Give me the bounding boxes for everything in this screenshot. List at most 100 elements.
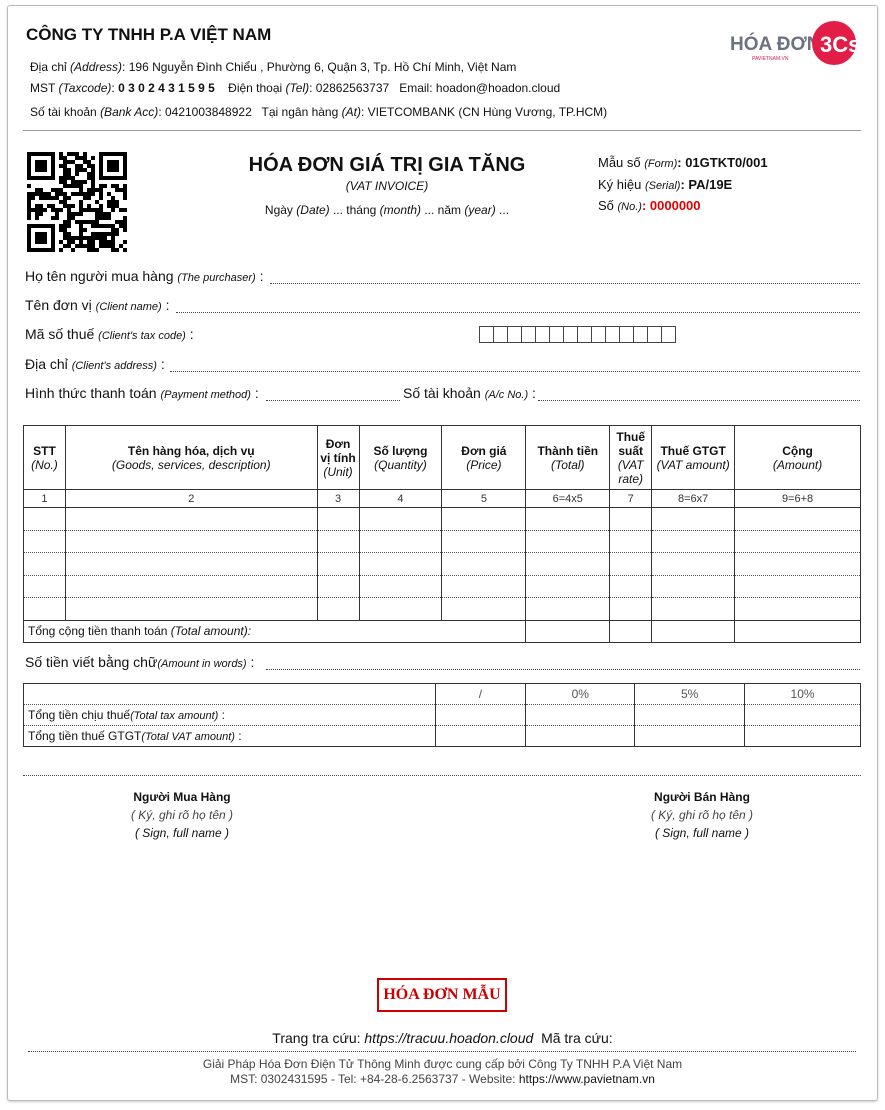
table-cell[interactable] — [651, 530, 736, 554]
taxcode-box[interactable] — [535, 326, 550, 343]
column-header: Đơn vị tính (Unit) — [316, 425, 360, 490]
lookup-link[interactable]: https://tracuu.hoadon.cloud — [364, 1030, 534, 1046]
payment-method-field[interactable] — [266, 400, 400, 401]
table-cell[interactable] — [23, 552, 66, 576]
table-cell[interactable] — [316, 530, 360, 554]
table-cell[interactable] — [651, 552, 736, 576]
invoice-form: Mẫu số (Form): 01GTKT0/001 — [598, 155, 768, 170]
column-header-label: Tên hàng hóa, dịch vụ — [127, 443, 255, 458]
taxcode-box[interactable] — [647, 326, 662, 343]
table-cell[interactable] — [441, 575, 527, 599]
account-label: Số tài khoản (A/c No.) : — [403, 385, 536, 401]
invoice-subtitle: (VAT INVOICE) — [345, 179, 429, 193]
hoadon-logo: HÓA ĐƠN PAVIETNAM.VN 3Cs — [730, 20, 860, 66]
table-cell[interactable] — [609, 530, 653, 554]
table-cell[interactable] — [441, 597, 527, 621]
taxcode-box[interactable] — [577, 326, 592, 343]
column-header-label: Cộng — [782, 443, 813, 458]
table-cell[interactable] — [734, 530, 861, 554]
signature-divider — [23, 775, 861, 776]
taxcode-box[interactable] — [591, 326, 606, 343]
table-cell[interactable] — [358, 507, 443, 531]
table-cell[interactable] — [734, 552, 861, 576]
column-header: Thành tiền (Total) — [525, 425, 611, 490]
client-name-field[interactable] — [176, 312, 860, 313]
table-cell[interactable] — [525, 597, 611, 621]
invoice-number: Số (No.): 0000000 — [598, 198, 701, 213]
table-cell[interactable] — [651, 507, 736, 531]
table-cell[interactable] — [525, 507, 611, 531]
table-cell[interactable] — [316, 575, 360, 599]
table-cell[interactable] — [441, 530, 527, 554]
vat-row: Tổng tiền thuế GTGT(Total VAT amount) : — [24, 725, 861, 747]
table-cell[interactable] — [358, 597, 443, 621]
column-header: Đơn giá (Price) — [441, 425, 527, 490]
seller-contact: MST (Taxcode): 0 3 0 2 4 3 1 5 9 5 Điện … — [30, 81, 561, 95]
payment-method-label: Hình thức thanh toán (Payment method) : — [25, 385, 259, 401]
table-cell[interactable] — [358, 552, 443, 576]
table-cell[interactable] — [525, 552, 611, 576]
taxcode-box[interactable] — [507, 326, 522, 343]
lookup-line: Trang tra cứu: https://tracuu.hoadon.clo… — [272, 1030, 613, 1046]
table-cell[interactable] — [23, 597, 66, 621]
client-taxcode-label: Mã số thuế (Client's tax code) : — [25, 326, 194, 342]
table-cell[interactable] — [64, 575, 318, 599]
taxcode-box[interactable] — [605, 326, 620, 343]
invoice-sheet — [7, 5, 878, 1101]
table-cell[interactable] — [64, 507, 318, 531]
table-cell[interactable] — [651, 575, 736, 599]
table-cell[interactable] — [316, 507, 360, 531]
account-field[interactable] — [538, 400, 860, 401]
taxcode-box[interactable] — [521, 326, 536, 343]
table-cell[interactable] — [441, 507, 527, 531]
table-cell[interactable] — [525, 575, 611, 599]
taxcode-box[interactable] — [661, 326, 676, 343]
taxcode-box[interactable] — [479, 326, 494, 343]
table-cell[interactable] — [64, 530, 318, 554]
taxcode-box[interactable] — [549, 326, 564, 343]
table-cell[interactable] — [358, 530, 443, 554]
table-cell[interactable] — [651, 597, 736, 621]
client-address-field[interactable] — [170, 371, 860, 372]
table-cell[interactable] — [441, 552, 527, 576]
table-cell[interactable] — [64, 597, 318, 621]
table-cell[interactable] — [358, 575, 443, 599]
table-cell[interactable] — [23, 530, 66, 554]
table-cell[interactable] — [316, 552, 360, 576]
taxcode-box[interactable] — [619, 326, 634, 343]
amount-in-words-field[interactable] — [266, 669, 860, 670]
table-cell[interactable] — [734, 575, 861, 599]
column-header-sublabel: (No.) — [31, 457, 58, 472]
purchaser-field[interactable] — [270, 283, 860, 284]
table-cell[interactable] — [525, 530, 611, 554]
table-cell[interactable] — [734, 507, 861, 531]
column-header: Tên hàng hóa, dịch vụ (Goods, services, d… — [64, 425, 318, 490]
table-cell[interactable] — [609, 507, 653, 531]
qr-code — [27, 152, 127, 252]
table-cell[interactable] — [609, 597, 653, 621]
table-cell[interactable] — [23, 575, 66, 599]
table-cell[interactable] — [609, 552, 653, 576]
seller-name: CÔNG TY TNHH P.A VIỆT NAM — [26, 25, 272, 44]
header-divider — [23, 130, 861, 131]
column-header: Số lượng (Quantity) — [358, 425, 443, 490]
taxcode-box[interactable] — [563, 326, 578, 343]
table-cell[interactable] — [316, 597, 360, 621]
taxcode-box[interactable] — [493, 326, 508, 343]
rate-10: 10% — [744, 683, 861, 705]
table-cell[interactable] — [23, 507, 66, 531]
tax-summary-table: /0% 5% 10% Tổng tiền chịu thuế(Total tax a… — [23, 683, 861, 747]
column-number: 3 — [316, 489, 360, 508]
table-cell[interactable] — [609, 575, 653, 599]
client-taxcode-boxes[interactable] — [479, 326, 676, 343]
column-header-sublabel: (Unit) — [323, 464, 353, 479]
table-cell[interactable] — [64, 552, 318, 576]
website-link[interactable]: https://www.pavietnam.vn — [518, 1072, 655, 1086]
table-cell[interactable] — [734, 597, 861, 621]
column-number: 8=6x7 — [651, 489, 736, 508]
column-header: STT (No.) — [23, 425, 66, 490]
taxcode-box[interactable] — [633, 326, 648, 343]
column-number: 5 — [441, 489, 527, 508]
total-cell — [734, 619, 861, 643]
svg-text:PAVIETNAM.VN: PAVIETNAM.VN — [752, 56, 789, 62]
